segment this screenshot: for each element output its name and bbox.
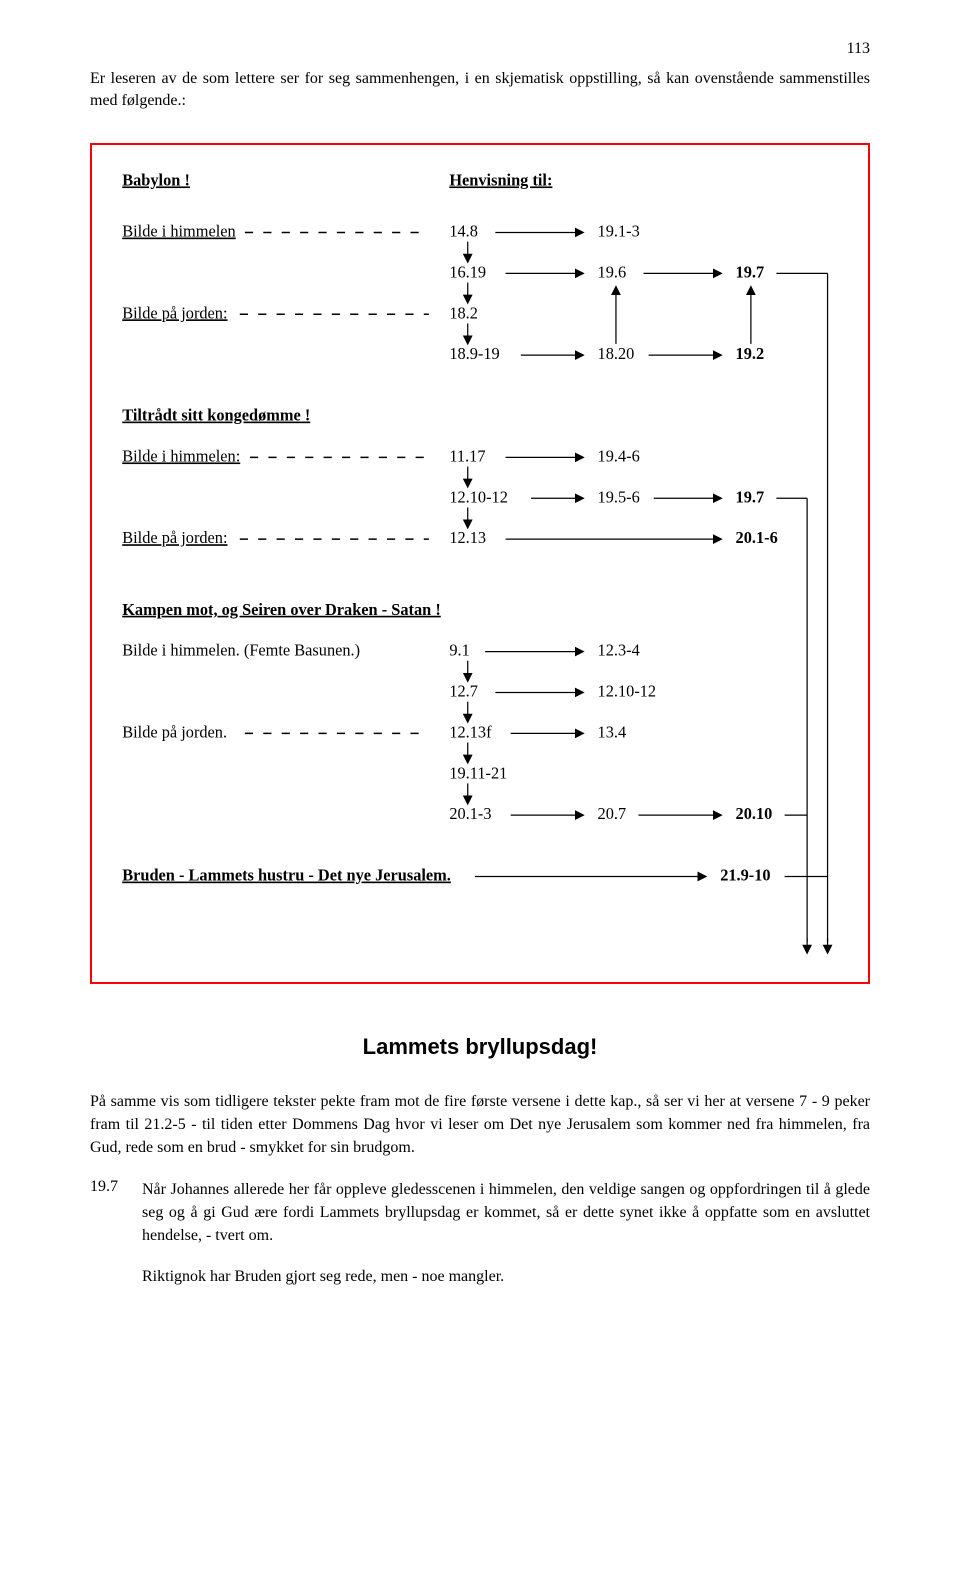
- g2-r1-label: Bilde i himmelen:: [122, 446, 240, 465]
- g1-r2-c3: 19.7: [736, 262, 765, 281]
- diagram-svg: Babylon ! Henvisning til: Bilde i himmel…: [112, 165, 848, 962]
- g3-r2-c1: 12.7: [449, 681, 478, 700]
- paragraph-2: Riktignok har Bruden gjort seg rede, men…: [142, 1265, 870, 1288]
- g3-r1-label: Bilde i himmelen. (Femte Basunen.): [122, 640, 360, 659]
- g2-r3-label: Bilde på jorden:: [122, 528, 227, 547]
- g1-r2-c1: 16.19: [449, 262, 486, 281]
- g2-r2-c3: 19.7: [736, 487, 765, 506]
- g2-r2-c1: 12.10-12: [449, 487, 508, 506]
- g3-r3-label: Bilde på jorden.: [122, 722, 227, 741]
- paragraph-1: På samme vis som tidligere tekster pekte…: [90, 1090, 870, 1160]
- g3-r3-c1: 12.13f: [449, 722, 492, 741]
- header-babylon: Babylon !: [122, 170, 190, 189]
- g2-r1-c1: 11.17: [449, 446, 485, 465]
- g2-header: Tiltrådt sitt kongedømme !: [122, 405, 310, 424]
- g3-r1-c2: 12.3-4: [598, 640, 640, 659]
- g3-r5-c2: 20.7: [598, 804, 627, 823]
- g1-r4-c3: 19.2: [736, 344, 765, 363]
- header-henvisning: Henvisning til:: [449, 170, 552, 189]
- tail-block: Riktignok har Bruden gjort seg rede, men…: [90, 1265, 870, 1288]
- verse-block: 19.7 Når Johannes allerede her får opple…: [90, 1178, 870, 1248]
- g1-r1-c2: 19.1-3: [598, 221, 640, 240]
- g3-header: Kampen mot, og Seiren over Draken - Sata…: [122, 600, 441, 619]
- g1-r3-label: Bilde på jorden:: [122, 303, 227, 322]
- diagram-box: Babylon ! Henvisning til: Bilde i himmel…: [90, 143, 870, 984]
- g3-r5-c3: 20.10: [736, 804, 773, 823]
- g2-r3-c1: 12.13: [449, 528, 486, 547]
- g1-r4-c2: 18.20: [598, 344, 635, 363]
- g1-r4-c1: 18.9-19: [449, 344, 499, 363]
- g3-r4-c1: 19.11-21: [449, 763, 507, 782]
- g2-r1-c2: 19.4-6: [598, 446, 640, 465]
- g3-r3-c2: 13.4: [598, 722, 627, 741]
- g1-r1-c1: 14.8: [449, 221, 478, 240]
- page-number: 113: [90, 40, 870, 58]
- g4-header: Bruden - Lammets hustru - Det nye Jerusa…: [122, 865, 451, 884]
- g1-r2-c2: 19.6: [598, 262, 627, 281]
- verse-text: Når Johannes allerede her får oppleve gl…: [142, 1178, 870, 1248]
- section-heading: Lammets bryllupsdag!: [90, 1034, 870, 1060]
- verse-number: 19.7: [90, 1178, 126, 1248]
- g3-r5-c1: 20.1-3: [449, 804, 491, 823]
- tail-spacer: [90, 1265, 126, 1288]
- g3-r1-c1: 9.1: [449, 640, 469, 659]
- g1-r3-c1: 18.2: [449, 303, 478, 322]
- g1-r1-label: Bilde i himmelen: [122, 221, 235, 240]
- g2-r2-c2: 19.5-6: [598, 487, 640, 506]
- intro-paragraph: Er leseren av de som lettere ser for seg…: [90, 68, 870, 113]
- g3-r2-c2: 12.10-12: [598, 681, 657, 700]
- g4-target: 21.9-10: [720, 865, 770, 884]
- g2-r3-c3: 20.1-6: [736, 528, 778, 547]
